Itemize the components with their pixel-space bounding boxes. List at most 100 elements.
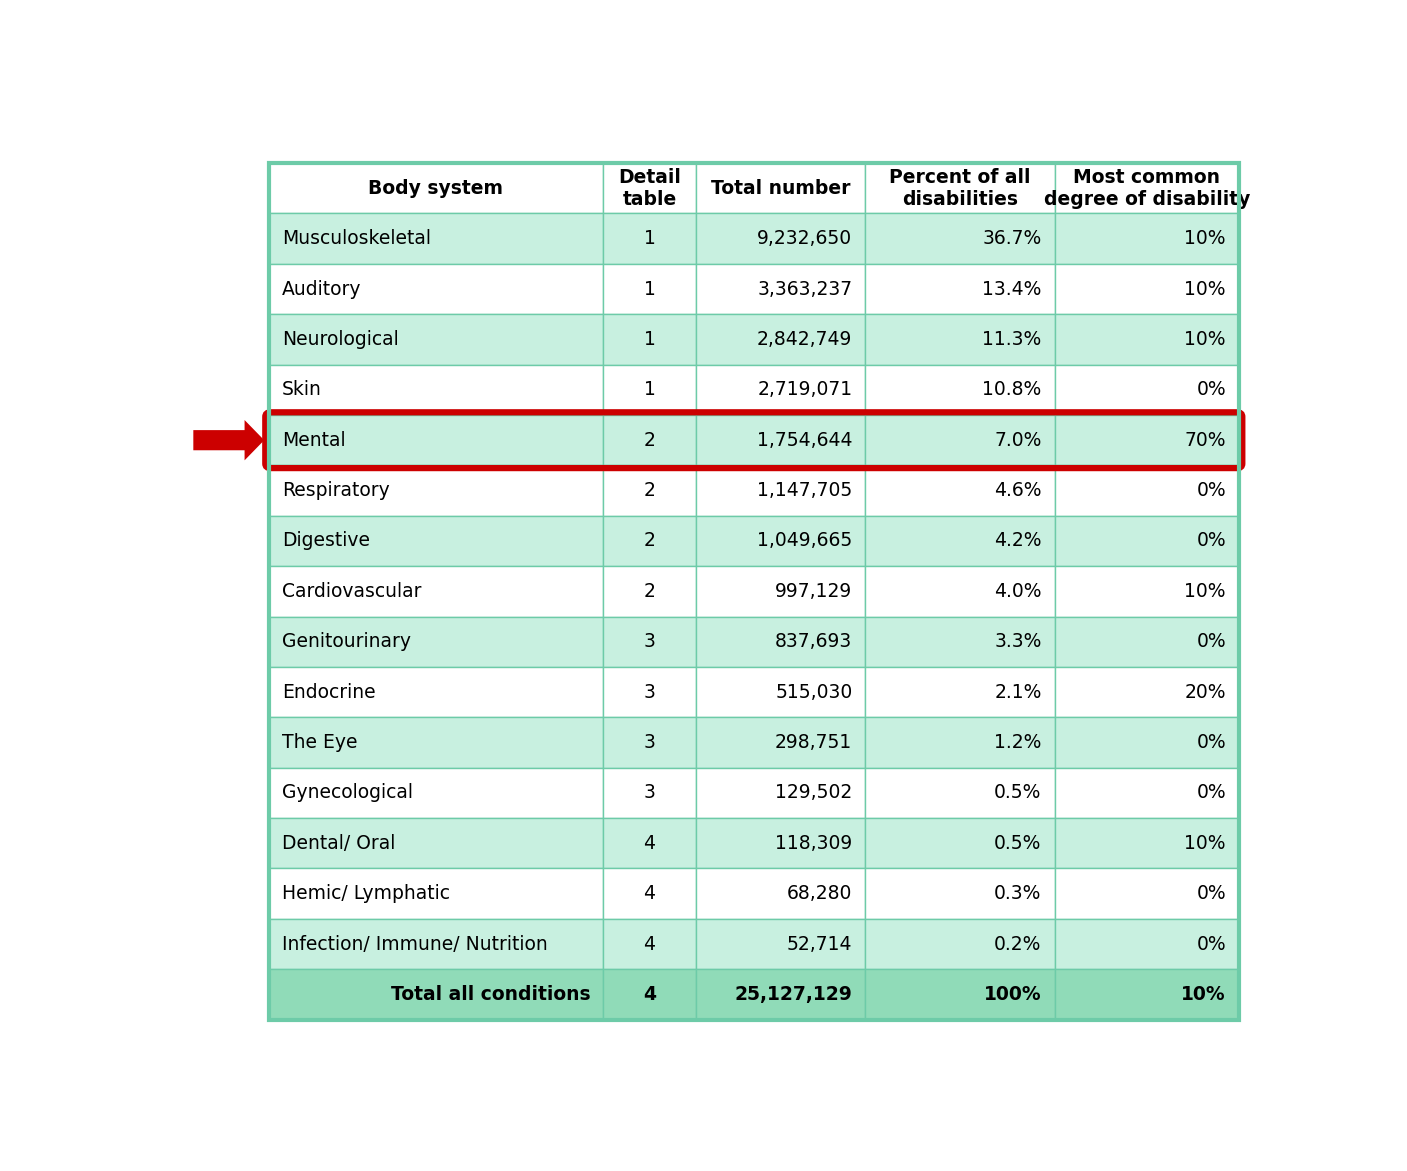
Bar xyxy=(865,819,1055,869)
Text: 10%: 10% xyxy=(1185,230,1225,248)
Bar xyxy=(865,415,1055,465)
Bar xyxy=(865,667,1055,718)
Text: 3,363,237: 3,363,237 xyxy=(757,280,853,299)
Bar xyxy=(1055,970,1240,1020)
Bar xyxy=(1055,213,1240,263)
Text: 1,049,665: 1,049,665 xyxy=(757,532,853,550)
Text: 10%: 10% xyxy=(1185,330,1225,349)
Text: Skin: Skin xyxy=(281,381,322,399)
Bar xyxy=(865,566,1055,617)
Bar xyxy=(269,718,604,768)
Bar xyxy=(865,515,1055,566)
Bar xyxy=(695,465,865,515)
Bar xyxy=(604,919,695,970)
Bar xyxy=(1055,515,1240,566)
Bar xyxy=(269,364,604,415)
Bar xyxy=(604,515,695,566)
Bar xyxy=(604,617,695,667)
Text: 4: 4 xyxy=(643,884,656,903)
Text: 837,693: 837,693 xyxy=(775,632,853,651)
Bar xyxy=(1055,364,1240,415)
Text: 4.2%: 4.2% xyxy=(995,532,1041,550)
Text: 0.2%: 0.2% xyxy=(995,934,1041,953)
Text: Total all conditions: Total all conditions xyxy=(391,985,591,1004)
Bar xyxy=(1055,768,1240,819)
Bar xyxy=(269,919,604,970)
Text: 3: 3 xyxy=(643,733,656,752)
Text: 13.4%: 13.4% xyxy=(982,280,1041,299)
Bar xyxy=(604,465,695,515)
Bar xyxy=(1055,718,1240,768)
Bar xyxy=(865,919,1055,970)
Text: Genitourinary: Genitourinary xyxy=(281,632,411,651)
Bar xyxy=(695,566,865,617)
Text: 3: 3 xyxy=(643,783,656,802)
Text: 11.3%: 11.3% xyxy=(982,330,1041,349)
Bar xyxy=(604,364,695,415)
Text: Cardiovascular: Cardiovascular xyxy=(281,582,421,601)
Text: Mental: Mental xyxy=(281,431,345,450)
Text: 0%: 0% xyxy=(1196,884,1225,903)
Text: The Eye: The Eye xyxy=(281,733,357,752)
Text: Endocrine: Endocrine xyxy=(281,683,376,701)
Text: 100%: 100% xyxy=(983,985,1041,1004)
Text: 9,232,650: 9,232,650 xyxy=(757,230,853,248)
Text: 10%: 10% xyxy=(1185,582,1225,601)
Bar xyxy=(269,617,604,667)
Text: 3: 3 xyxy=(643,683,656,701)
Text: 25,127,129: 25,127,129 xyxy=(734,985,853,1004)
Text: Percent of all
disabilities: Percent of all disabilities xyxy=(889,167,1031,208)
Bar xyxy=(269,163,1240,1020)
Text: 1.2%: 1.2% xyxy=(995,733,1041,752)
Text: 997,129: 997,129 xyxy=(775,582,853,601)
Text: 10%: 10% xyxy=(1185,834,1225,852)
Bar xyxy=(269,465,604,515)
Bar xyxy=(604,869,695,919)
Text: 4: 4 xyxy=(643,834,656,852)
Text: 10.8%: 10.8% xyxy=(982,381,1041,399)
Bar xyxy=(604,213,695,263)
Bar xyxy=(604,768,695,819)
Bar xyxy=(604,667,695,718)
Text: 2: 2 xyxy=(643,481,656,500)
Bar xyxy=(865,617,1055,667)
Bar xyxy=(695,919,865,970)
Bar xyxy=(604,566,695,617)
Text: Body system: Body system xyxy=(369,179,504,198)
Bar xyxy=(695,213,865,263)
Bar xyxy=(865,465,1055,515)
Text: 10%: 10% xyxy=(1182,985,1225,1004)
Text: 0.5%: 0.5% xyxy=(995,834,1041,852)
Text: Neurological: Neurological xyxy=(281,330,398,349)
Text: Musculoskeletal: Musculoskeletal xyxy=(281,230,431,248)
Text: 20%: 20% xyxy=(1185,683,1225,701)
Text: 118,309: 118,309 xyxy=(775,834,853,852)
Text: Total number: Total number xyxy=(711,179,850,198)
Bar xyxy=(269,515,604,566)
Text: 0.3%: 0.3% xyxy=(995,884,1041,903)
Text: 52,714: 52,714 xyxy=(787,934,853,953)
Text: Most common
degree of disability: Most common degree of disability xyxy=(1044,167,1249,208)
Text: 10%: 10% xyxy=(1185,280,1225,299)
Bar xyxy=(1055,919,1240,970)
Bar xyxy=(604,415,695,465)
Bar xyxy=(1055,314,1240,364)
Text: Hemic/ Lymphatic: Hemic/ Lymphatic xyxy=(281,884,450,903)
Text: 2: 2 xyxy=(643,582,656,601)
Text: Digestive: Digestive xyxy=(281,532,370,550)
Text: 129,502: 129,502 xyxy=(775,783,853,802)
Text: Infection/ Immune/ Nutrition: Infection/ Immune/ Nutrition xyxy=(281,934,547,953)
Bar xyxy=(269,213,604,263)
Text: Detail
table: Detail table xyxy=(618,167,681,208)
Bar xyxy=(695,163,865,213)
Text: 515,030: 515,030 xyxy=(775,683,853,701)
Bar xyxy=(695,515,865,566)
Bar xyxy=(604,163,695,213)
Bar xyxy=(865,718,1055,768)
Text: 0.5%: 0.5% xyxy=(995,783,1041,802)
Bar xyxy=(269,314,604,364)
Text: 1: 1 xyxy=(643,230,656,248)
Text: 2: 2 xyxy=(643,532,656,550)
Text: 4: 4 xyxy=(643,934,656,953)
Bar xyxy=(604,819,695,869)
